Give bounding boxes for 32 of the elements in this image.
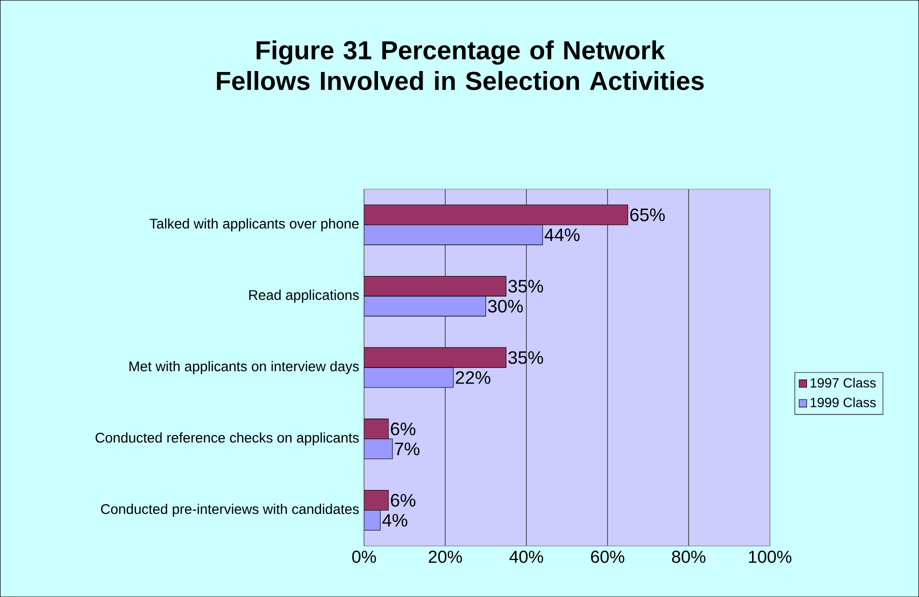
y-tick-label: Read applications: [249, 290, 359, 303]
legend-label: 1997 Class: [810, 378, 876, 388]
x-tick-label: 0%: [352, 550, 376, 563]
bar: [364, 490, 389, 510]
data-label: 6%: [390, 494, 416, 507]
y-tick-label: Conducted reference checks on applicants: [96, 432, 359, 446]
data-label: 65%: [630, 208, 665, 222]
chart-title: Figure 31 Percentage of Network Fellows Involved in Selection Activities: [216, 40, 704, 90]
data-label: 7%: [394, 442, 420, 456]
data-label: 4%: [382, 514, 408, 526]
x-tick-label: 100%: [748, 550, 792, 563]
x-tick-label: 60%: [591, 550, 624, 563]
y-tick-label: Met with applicants on interview days: [130, 360, 359, 374]
bar: [364, 276, 506, 296]
y-tick-label: Conducted pre-interviews with candidates: [101, 504, 359, 517]
data-label: 30%: [488, 300, 523, 312]
bar: [364, 367, 454, 388]
data-label: 22%: [456, 371, 490, 384]
x-tick-label: 80%: [672, 550, 706, 563]
y-tick-label: Talked with applicants over phone: [150, 218, 359, 232]
bar: [364, 224, 543, 246]
data-label: 44%: [544, 228, 580, 242]
bar: [364, 204, 628, 226]
x-tick-label: 20%: [428, 550, 462, 563]
bar: [364, 296, 486, 316]
bar: [364, 347, 506, 368]
bar: [364, 438, 393, 460]
legend-label: 1999 Class: [810, 397, 876, 408]
bar: [364, 510, 381, 530]
bar: [364, 418, 389, 440]
x-tick-label: 40%: [509, 550, 544, 563]
data-label: 6%: [390, 422, 416, 436]
